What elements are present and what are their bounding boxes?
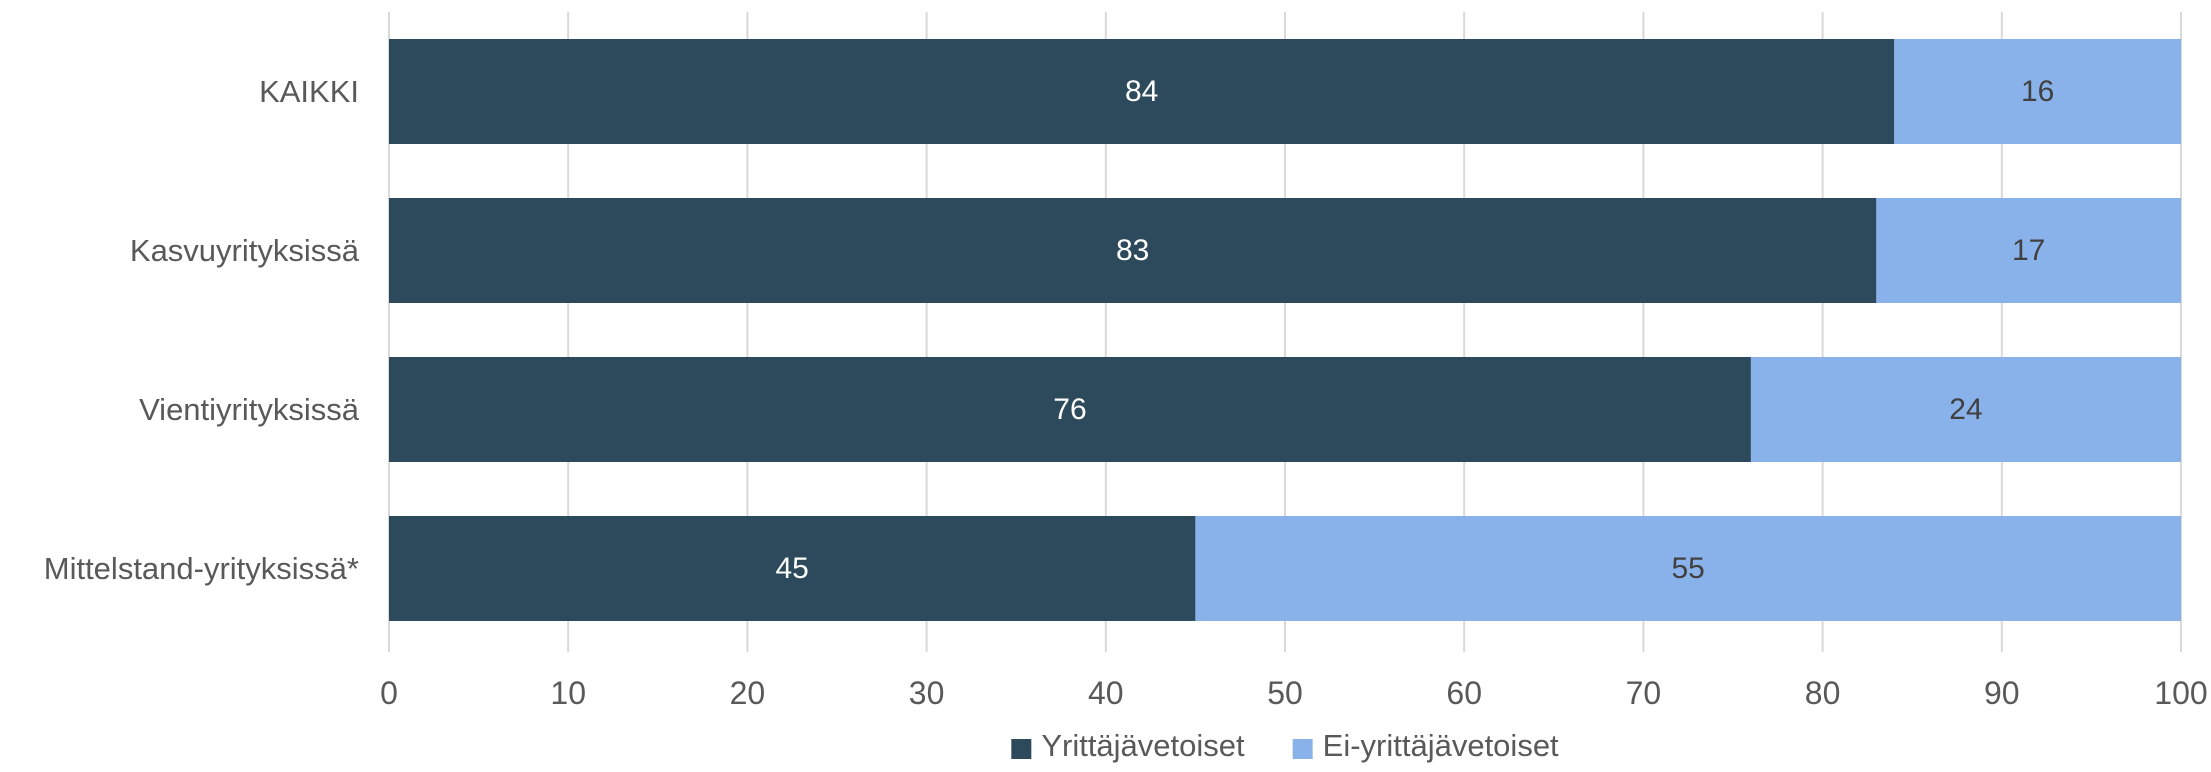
data-label-yritt-j-vetoiset-kasvuyrityksiss: 83	[1116, 234, 1149, 267]
data-label-ei-yritt-j-vetoiset-mittelstand-yrityksiss: 55	[1672, 552, 1705, 585]
x-tick-label-70: 70	[1626, 675, 1662, 711]
x-tick-label-60: 60	[1446, 675, 1482, 711]
data-label-ei-yritt-j-vetoiset-vientiyrityksiss: 24	[1949, 393, 1982, 426]
x-tick-label-20: 20	[730, 675, 766, 711]
data-label-ei-yritt-j-vetoiset-kasvuyrityksiss: 17	[2012, 234, 2045, 267]
x-tick-label-50: 50	[1267, 675, 1303, 711]
bar-yritt-j-vetoiset-mittelstand-yrityksiss	[389, 516, 1196, 621]
x-axis: 0 10 20 30 40 50 60 70 80 90 100	[380, 675, 2208, 711]
category-labels: KAIKKI Kasvuyrityksissä Vientiyrityksissä M…	[44, 74, 360, 586]
x-tick-label-40: 40	[1088, 675, 1124, 711]
legend-swatch-ei-yritt-j-vetoiset	[1292, 739, 1313, 759]
x-tick-label-10: 10	[550, 675, 586, 711]
legend-swatch-yritt-j-vetoiset	[1011, 739, 1032, 759]
data-label-yritt-j-vetoiset-kaikki: 84	[1125, 75, 1158, 108]
bars	[389, 39, 2181, 621]
data-label-yritt-j-vetoiset-vientiyrityksiss: 76	[1053, 393, 1086, 426]
bar-yritt-j-vetoiset-kaikki	[389, 39, 1895, 144]
legend-label-ei-yritt-j-vetoiset: Ei-yrittäjävetoiset	[1323, 728, 1559, 763]
bar-ei-yritt-j-vetoiset-kasvuyrityksiss	[1876, 198, 2181, 303]
bar-ei-yritt-j-vetoiset-kaikki	[1894, 39, 2181, 144]
x-tick-label-100: 100	[2154, 675, 2207, 711]
data-label-ei-yritt-j-vetoiset-kaikki: 16	[2021, 75, 2054, 108]
data-labels: 84 16 83 17 76 24 45 55	[776, 75, 2055, 585]
bar-yritt-j-vetoiset-vientiyrityksiss	[389, 357, 1751, 462]
x-tick-label-80: 80	[1805, 675, 1841, 711]
x-tick-label-90: 90	[1984, 675, 2020, 711]
x-tick-label-0: 0	[380, 675, 398, 711]
category-label-kasvuyrityksiss: Kasvuyrityksissä	[130, 233, 360, 268]
category-label-vientiyrityksiss: Vientiyrityksissä	[139, 392, 360, 427]
legend: Yrittäjävetoiset Ei-yrittäjävetoiset	[1011, 728, 1559, 763]
category-label-mittelstand-yrityksiss: Mittelstand-yrityksissä*	[44, 551, 359, 586]
category-label-kaikki: KAIKKI	[259, 74, 359, 109]
legend-label-yritt-j-vetoiset: Yrittäjävetoiset	[1041, 728, 1245, 763]
data-label-yritt-j-vetoiset-mittelstand-yrityksiss: 45	[776, 552, 809, 585]
bar-ei-yritt-j-vetoiset-vientiyrityksiss	[1750, 357, 2181, 462]
bar-yritt-j-vetoiset-kasvuyrityksiss	[389, 198, 1877, 303]
bar-ei-yritt-j-vetoiset-mittelstand-yrityksiss	[1195, 516, 2181, 621]
x-tick-label-30: 30	[909, 675, 945, 711]
